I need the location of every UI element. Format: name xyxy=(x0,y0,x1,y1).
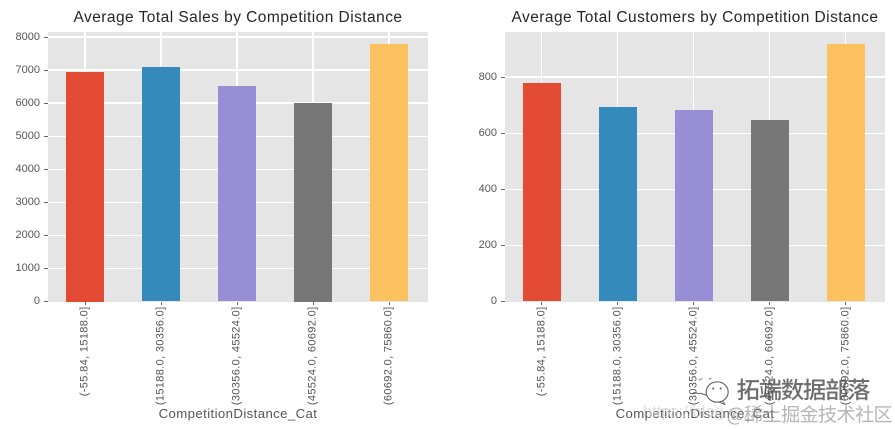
svg-text:https://blog.c: https://blog.c xyxy=(643,403,737,421)
